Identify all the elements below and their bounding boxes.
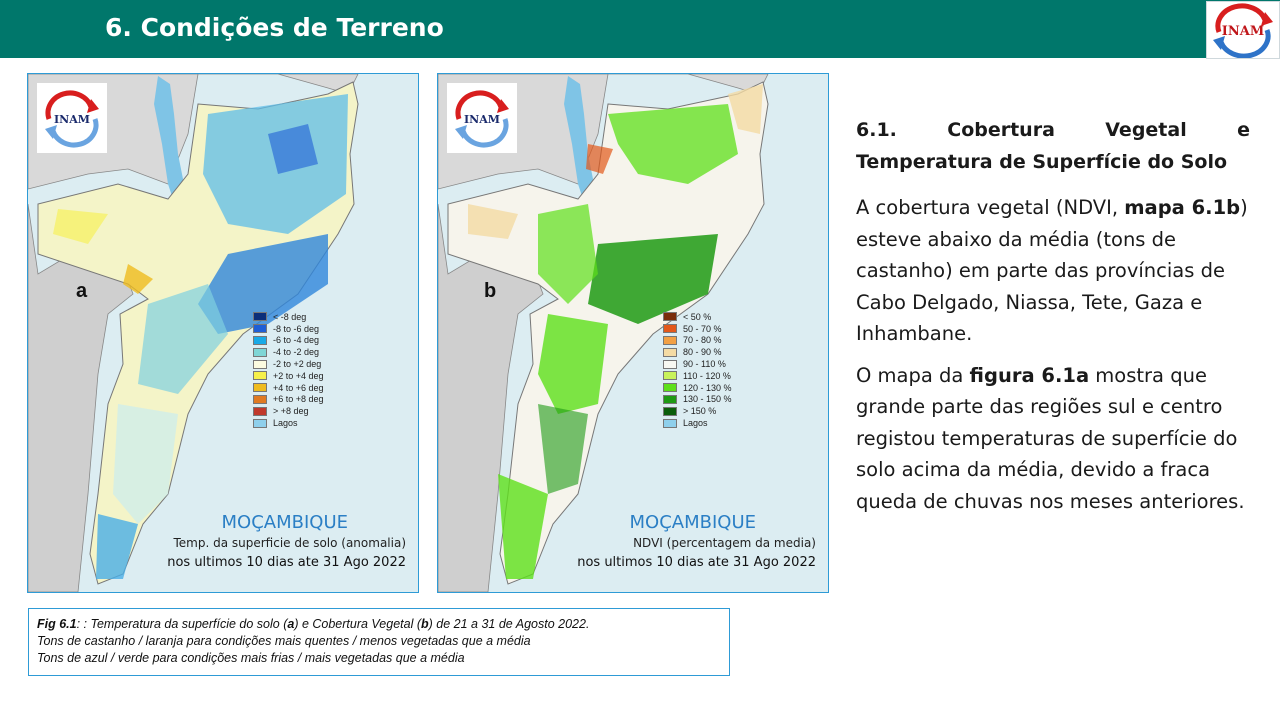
legend-item: > 150 %	[663, 405, 732, 417]
map-a-country: MOÇAMBIQUE	[221, 512, 348, 533]
inam-logo: INAM	[1206, 1, 1280, 59]
legend-swatch	[253, 359, 267, 369]
map-a-legend: < -8 deg -8 to -6 deg -6 to -4 deg -4 to -2…	[253, 311, 324, 429]
legend-swatch	[253, 406, 267, 416]
legend-label: 130 - 150 %	[683, 394, 732, 405]
map-a-letter: a	[76, 280, 88, 302]
map-b-logo-text: INAM	[464, 113, 500, 126]
legend-item: Lagos	[253, 417, 324, 429]
legend-item: +6 to +8 deg	[253, 394, 324, 406]
legend-item: 130 - 150 %	[663, 394, 732, 406]
legend-item: 80 - 90 %	[663, 346, 732, 358]
legend-item: 90 - 110 %	[663, 358, 732, 370]
legend-label: 50 - 70 %	[683, 323, 722, 334]
legend-label: 80 - 90 %	[683, 347, 722, 358]
legend-label: 90 - 110 %	[683, 359, 726, 370]
legend-item: -6 to -4 deg	[253, 335, 324, 347]
legend-swatch	[253, 418, 267, 428]
legend-label: -4 to -2 deg	[273, 347, 320, 358]
caption-line-1: Fig 6.1: : Temperatura da superfície do …	[37, 617, 590, 631]
legend-swatch	[663, 394, 677, 404]
legend-item: 50 - 70 %	[663, 323, 732, 335]
legend-swatch	[663, 359, 677, 369]
legend-swatch	[253, 312, 267, 322]
legend-item: +2 to +4 deg	[253, 370, 324, 382]
legend-label: < 50 %	[683, 311, 712, 322]
figure-caption: Fig 6.1: : Temperatura da superfície do …	[28, 608, 730, 676]
logo-text: INAM	[1222, 24, 1264, 39]
legend-label: +2 to +4 deg	[273, 370, 324, 381]
legend-label: -2 to +2 deg	[273, 359, 322, 370]
legend-item: -8 to -6 deg	[253, 323, 324, 335]
legend-item: +4 to +6 deg	[253, 382, 324, 394]
map-a-period: nos ultimos 10 dias ate 31 Ago 2022	[167, 555, 406, 570]
legend-item: < -8 deg	[253, 311, 324, 323]
map-panel-a: INAM a < -8 deg -8 to -6 deg -6 to -4 deg -…	[27, 73, 419, 593]
map-b-period: nos ultimos 10 dias ate 31 Ago 2022	[577, 555, 816, 570]
map-a-image	[28, 74, 418, 592]
legend-swatch	[663, 347, 677, 357]
legend-item: 70 - 80 %	[663, 335, 732, 347]
legend-swatch	[663, 383, 677, 393]
map-b-image	[438, 74, 828, 592]
legend-label: 70 - 80 %	[683, 335, 722, 346]
legend-swatch	[253, 394, 267, 404]
legend-swatch	[663, 312, 677, 322]
text-panel: 6.1. Cobertura Vegetal e Temperatura de …	[856, 114, 1250, 517]
map-panel-b: INAM b < 50 % 50 - 70 % 70 - 80 % 80 - 90 %…	[437, 73, 829, 593]
caption-line-3: Tons de azul / verde para condições mais…	[37, 651, 465, 665]
map-b-letter: b	[484, 280, 497, 302]
map-b-country: MOÇAMBIQUE	[629, 512, 756, 533]
map-b-legend: < 50 % 50 - 70 % 70 - 80 % 80 - 90 % 90 - 11…	[663, 311, 732, 429]
legend-label: > +8 deg	[273, 406, 309, 417]
legend-item: -2 to +2 deg	[253, 358, 324, 370]
legend-swatch	[253, 383, 267, 393]
legend-label: +6 to +8 deg	[273, 394, 324, 405]
legend-swatch	[253, 347, 267, 357]
map-b-subtitle: NDVI (percentagem da media)	[633, 536, 816, 550]
legend-label: > 150 %	[683, 406, 717, 417]
legend-label: < -8 deg	[273, 311, 307, 322]
section-heading: 6.1. Cobertura Vegetal e Temperatura de …	[856, 119, 1250, 173]
paragraph-ndvi: A cobertura vegetal (NDVI, mapa 6.1b) es…	[856, 196, 1248, 345]
header-bar: 6. Condições de Terreno INAM	[0, 0, 1280, 59]
legend-item: 120 - 130 %	[663, 382, 732, 394]
legend-item: < 50 %	[663, 311, 732, 323]
legend-swatch	[253, 324, 267, 334]
map-a-logo: INAM	[37, 83, 107, 153]
legend-label: +4 to +6 deg	[273, 382, 324, 393]
legend-swatch	[663, 418, 677, 428]
legend-item: 110 - 120 %	[663, 370, 732, 382]
legend-swatch	[663, 406, 677, 416]
legend-item: Lagos	[663, 417, 732, 429]
map-a-subtitle: Temp. da superficie de solo (anomalia)	[173, 536, 407, 550]
legend-swatch	[663, 324, 677, 334]
map-a-logo-text: INAM	[54, 113, 90, 126]
legend-swatch	[663, 335, 677, 345]
legend-item: > +8 deg	[253, 405, 324, 417]
map-b-logo: INAM	[447, 83, 517, 153]
page-title: 6. Condições de Terreno	[105, 13, 444, 42]
caption-line-2: Tons de castanho / laranja para condiçõe…	[37, 634, 531, 648]
paragraph-temperature: O mapa da figura 6.1a mostra que grande …	[856, 363, 1245, 513]
legend-swatch	[253, 335, 267, 345]
legend-label: 110 - 120 %	[683, 370, 731, 381]
legend-label: Lagos	[683, 418, 708, 429]
legend-label: -6 to -4 deg	[273, 335, 320, 346]
legend-swatch	[253, 371, 267, 381]
legend-item: -4 to -2 deg	[253, 346, 324, 358]
legend-label: -8 to -6 deg	[273, 323, 320, 334]
legend-label: 120 - 130 %	[683, 382, 732, 393]
legend-swatch	[663, 371, 677, 381]
legend-label: Lagos	[273, 418, 298, 429]
